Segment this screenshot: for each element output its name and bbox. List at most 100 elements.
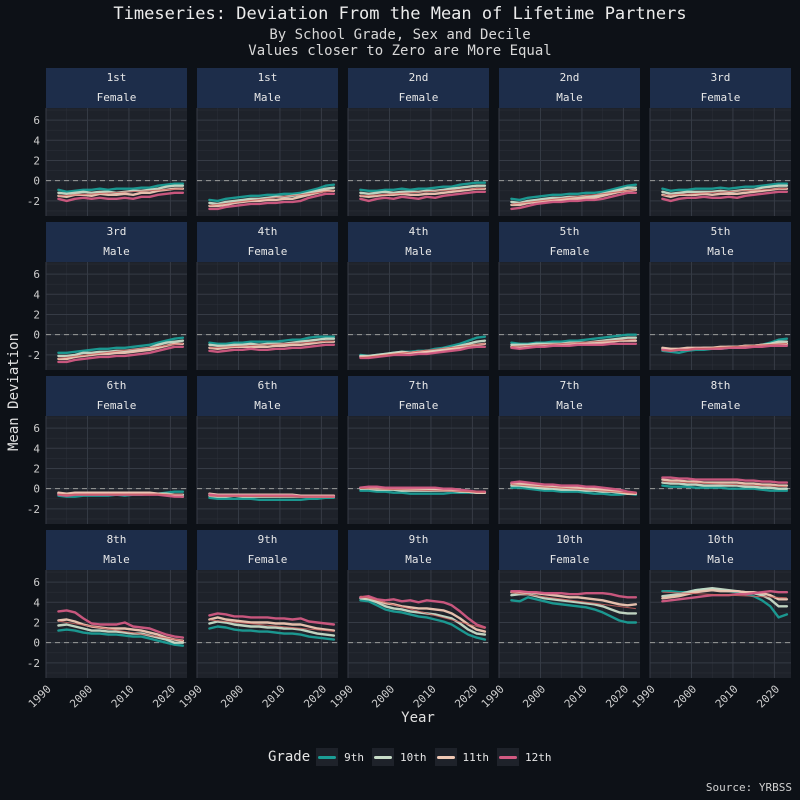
facet-label-decile: 9th [258,533,278,546]
x-tick-label: 2010 [260,683,288,711]
series-line-12th [359,595,487,629]
facet-strip [46,530,187,570]
legend-item-10th: 10th [372,748,427,766]
series-line-12th [359,190,487,203]
x-tick-label: 2000 [218,683,246,711]
y-tick-label: 2 [33,154,40,167]
facet-panel: 5th Female [498,222,640,370]
y-tick-label: 0 [33,483,40,496]
x-tick-label: 2020 [452,683,480,711]
y-tick-label: 0 [33,329,40,342]
x-tick-label: 2000 [369,683,397,711]
facet-strip [499,530,640,570]
series-line-10th [359,184,487,196]
y-tick-label: 6 [33,422,40,435]
facet-label-decile: 3rd [107,225,127,238]
facet-label-sex: Male [254,91,281,104]
facet-strip [348,376,489,416]
series-line-9th [359,599,487,641]
facet-strip [499,222,640,262]
source-note: Source: YRBSS [705,781,792,794]
y-tick-label: 2 [33,616,40,629]
series-line-9th [661,484,789,492]
legend-title: Grade [268,749,311,765]
series-line-9th [359,181,487,193]
plot-area [348,570,489,678]
series-line-12th [208,612,336,626]
facet-label-sex: Male [405,553,432,566]
facet-label-sex: Female [97,91,137,104]
series-line-12th [57,191,185,203]
series-line-10th [208,186,336,206]
trend-line [511,338,636,348]
plot-area [197,570,338,678]
legend: Grade 9th 10th 11th 12th [268,748,560,766]
series-line-10th [57,623,185,644]
facet-strip [650,376,791,416]
facet-label-sex: Male [556,399,583,412]
facet-panel: 8th Female [649,376,791,524]
trend-line [209,619,334,632]
y-tick-label: 2 [33,308,40,321]
x-tick-label: 2000 [671,683,699,711]
legend-item-9th: 9th [316,748,364,766]
y-tick-label: 4 [33,288,40,301]
facet-panel: 2nd Female [347,68,489,216]
chart-subtitle-2: Values closer to Zero are More Equal [248,43,552,59]
y-tick-label: -2 [27,195,40,208]
facet-label-sex: Male [254,399,281,412]
x-tick-label: 1990 [26,683,54,711]
y-tick-label: 6 [33,576,40,589]
trend-line [209,190,334,206]
series-line-10th [359,597,487,636]
facet-strip [197,222,338,262]
series-line-12th [661,190,789,203]
facet-label-sex: Female [97,399,137,412]
x-tick-label: 1990 [630,683,658,711]
plot-area [650,416,791,524]
series-line-11th [510,188,638,207]
facet-label-decile: 4th [409,225,429,238]
series-line-9th [208,335,336,345]
series-line-12th [661,476,789,484]
facet-label-decile: 10th [707,533,734,546]
x-tick-label: 1990 [328,683,356,711]
trend-line [360,487,485,493]
y-tick-label: 6 [33,114,40,127]
facet-strip [46,222,187,262]
y-tick-label: 0 [33,175,40,188]
facet-label-sex: Female [399,91,439,104]
y-tick-label: 2 [33,462,40,475]
facet-panel: 6th Male [196,376,338,524]
y-tick-label: 4 [33,596,40,609]
facet-label-decile: 6th [258,379,278,392]
series-line-11th [208,340,336,350]
trend-line [58,342,183,359]
trend-line [511,591,636,610]
x-tick-label: 2020 [603,683,631,711]
trend-line [360,343,485,359]
plot-area [197,262,338,370]
series-line-12th [359,485,487,493]
x-tick-label: 2000 [67,683,95,711]
facet-label-decile: 8th [107,533,127,546]
x-tick-label: 1990 [177,683,205,711]
facet-label-decile: 10th [556,533,583,546]
facet-strip [197,68,338,108]
facet-label-decile: 5th [711,225,731,238]
y-axis-title: Mean Deviation [6,333,22,451]
trend-line [209,340,334,349]
facet-label-decile: 4th [258,225,278,238]
facet-label-sex: Female [550,245,590,258]
facet-panel: 1st Male [196,68,338,216]
trend-line [662,342,787,352]
facet-label-sex: Male [556,91,583,104]
plot-area [650,570,791,678]
facet-panel: 8th Male [45,530,187,678]
series-line-11th [359,187,487,199]
series-line-12th [57,345,185,364]
facet-panel: 7th Male [498,376,640,524]
facet-label-sex: Female [248,553,288,566]
facet-strip [650,68,791,108]
